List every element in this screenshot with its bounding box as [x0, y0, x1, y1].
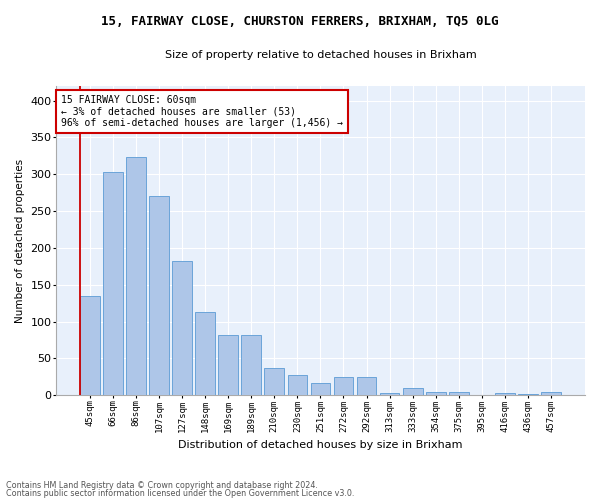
Bar — [541, 392, 561, 395]
Bar — [426, 392, 446, 395]
Bar — [195, 312, 215, 395]
Bar — [380, 393, 400, 395]
Bar — [518, 394, 538, 395]
Bar — [403, 388, 422, 395]
Bar — [334, 377, 353, 395]
Bar — [265, 368, 284, 395]
Bar — [311, 382, 330, 395]
Text: Contains public sector information licensed under the Open Government Licence v3: Contains public sector information licen… — [6, 488, 355, 498]
Text: 15 FAIRWAY CLOSE: 60sqm
← 3% of detached houses are smaller (53)
96% of semi-det: 15 FAIRWAY CLOSE: 60sqm ← 3% of detached… — [61, 95, 343, 128]
Bar — [149, 196, 169, 395]
Bar — [287, 376, 307, 395]
Bar — [172, 261, 192, 395]
Text: 15, FAIRWAY CLOSE, CHURSTON FERRERS, BRIXHAM, TQ5 0LG: 15, FAIRWAY CLOSE, CHURSTON FERRERS, BRI… — [101, 15, 499, 28]
Bar — [218, 335, 238, 395]
Text: Contains HM Land Registry data © Crown copyright and database right 2024.: Contains HM Land Registry data © Crown c… — [6, 481, 318, 490]
Bar — [103, 172, 122, 395]
Bar — [472, 394, 492, 395]
Bar — [495, 393, 515, 395]
Bar — [80, 296, 100, 395]
Bar — [126, 158, 146, 395]
Bar — [357, 377, 376, 395]
Title: Size of property relative to detached houses in Brixham: Size of property relative to detached ho… — [164, 50, 476, 60]
Y-axis label: Number of detached properties: Number of detached properties — [15, 158, 25, 322]
Bar — [449, 392, 469, 395]
Bar — [241, 335, 261, 395]
X-axis label: Distribution of detached houses by size in Brixham: Distribution of detached houses by size … — [178, 440, 463, 450]
